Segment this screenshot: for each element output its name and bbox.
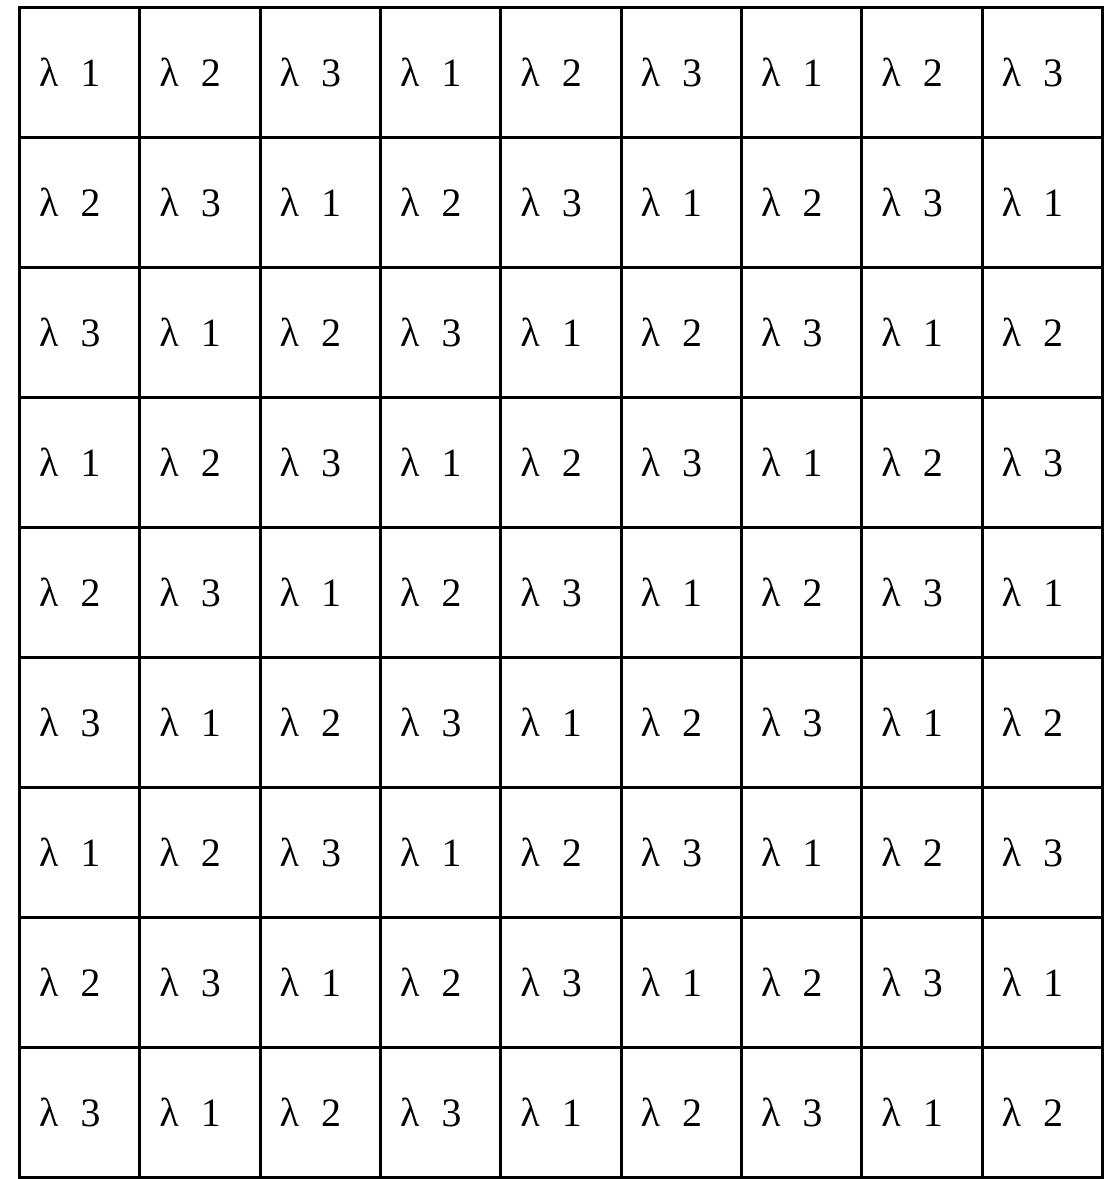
table-row: λ 3λ 1λ 2λ 3λ 1λ 2λ 3λ 1λ 2 [20, 658, 1103, 788]
table-cell: λ 2 [862, 398, 982, 528]
table-cell: λ 3 [741, 1048, 861, 1178]
table-cell: λ 2 [862, 788, 982, 918]
table-cell: λ 2 [260, 658, 380, 788]
table-cell: λ 2 [20, 918, 140, 1048]
table-cell: λ 2 [501, 398, 621, 528]
table-cell: λ 1 [741, 8, 861, 138]
table-row: λ 1λ 2λ 3λ 1λ 2λ 3λ 1λ 2λ 3 [20, 788, 1103, 918]
table-cell: λ 2 [140, 398, 260, 528]
table-cell: λ 1 [140, 658, 260, 788]
lambda-grid: λ 1λ 2λ 3λ 1λ 2λ 3λ 1λ 2λ 3λ 2λ 3λ 1λ 2λ… [18, 6, 1104, 1179]
table-cell: λ 3 [20, 658, 140, 788]
table-cell: λ 2 [380, 918, 500, 1048]
table-cell: λ 1 [260, 528, 380, 658]
table-cell: λ 3 [501, 528, 621, 658]
table-cell: λ 1 [20, 788, 140, 918]
table-cell: λ 2 [501, 8, 621, 138]
table-cell: λ 2 [862, 8, 982, 138]
table-cell: λ 1 [862, 1048, 982, 1178]
table-cell: λ 3 [20, 1048, 140, 1178]
table-cell: λ 2 [741, 528, 861, 658]
table-cell: λ 2 [621, 268, 741, 398]
table-cell: λ 2 [260, 1048, 380, 1178]
table-cell: λ 2 [20, 528, 140, 658]
table-cell: λ 2 [741, 138, 861, 268]
table-cell: λ 1 [741, 398, 861, 528]
table-cell: λ 3 [621, 398, 741, 528]
table-cell: λ 2 [140, 788, 260, 918]
table-cell: λ 3 [20, 268, 140, 398]
table-cell: λ 3 [621, 788, 741, 918]
table-cell: λ 2 [982, 658, 1102, 788]
table-cell: λ 1 [140, 268, 260, 398]
table-cell: λ 3 [260, 8, 380, 138]
table-row: λ 1λ 2λ 3λ 1λ 2λ 3λ 1λ 2λ 3 [20, 8, 1103, 138]
table-cell: λ 1 [862, 268, 982, 398]
table-cell: λ 3 [140, 918, 260, 1048]
page: λ 1λ 2λ 3λ 1λ 2λ 3λ 1λ 2λ 3λ 2λ 3λ 1λ 2λ… [0, 0, 1104, 1140]
table-cell: λ 1 [621, 918, 741, 1048]
table-cell: λ 3 [260, 398, 380, 528]
table-cell: λ 3 [862, 918, 982, 1048]
table-cell: λ 1 [621, 138, 741, 268]
table-cell: λ 3 [862, 138, 982, 268]
table-cell: λ 3 [982, 8, 1102, 138]
table-cell: λ 3 [501, 918, 621, 1048]
table-cell: λ 1 [741, 788, 861, 918]
table-cell: λ 1 [260, 138, 380, 268]
table-cell: λ 2 [621, 1048, 741, 1178]
table-cell: λ 1 [621, 528, 741, 658]
table-cell: λ 2 [982, 1048, 1102, 1178]
table-cell: λ 1 [501, 268, 621, 398]
table-cell: λ 3 [862, 528, 982, 658]
table-cell: λ 3 [621, 8, 741, 138]
table-cell: λ 1 [380, 8, 500, 138]
table-cell: λ 2 [260, 268, 380, 398]
table-cell: λ 1 [140, 1048, 260, 1178]
table-cell: λ 3 [982, 788, 1102, 918]
table-cell: λ 3 [380, 658, 500, 788]
table-cell: λ 1 [20, 398, 140, 528]
table-cell: λ 3 [380, 1048, 500, 1178]
table-cell: λ 2 [20, 138, 140, 268]
table-cell: λ 1 [501, 1048, 621, 1178]
table-cell: λ 1 [982, 918, 1102, 1048]
table-cell: λ 3 [982, 398, 1102, 528]
table-cell: λ 3 [380, 268, 500, 398]
table-row: λ 3λ 1λ 2λ 3λ 1λ 2λ 3λ 1λ 2 [20, 268, 1103, 398]
table-row: λ 2λ 3λ 1λ 2λ 3λ 1λ 2λ 3λ 1 [20, 918, 1103, 1048]
table-cell: λ 2 [140, 8, 260, 138]
table-cell: λ 3 [501, 138, 621, 268]
table-cell: λ 1 [380, 788, 500, 918]
table-cell: λ 3 [140, 528, 260, 658]
table-cell: λ 2 [501, 788, 621, 918]
table-cell: λ 2 [380, 528, 500, 658]
table-cell: λ 1 [982, 138, 1102, 268]
table-cell: λ 2 [982, 268, 1102, 398]
table-row: λ 2λ 3λ 1λ 2λ 3λ 1λ 2λ 3λ 1 [20, 528, 1103, 658]
table-cell: λ 3 [260, 788, 380, 918]
table-cell: λ 1 [982, 528, 1102, 658]
table-cell: λ 2 [380, 138, 500, 268]
table-cell: λ 1 [501, 658, 621, 788]
table-cell: λ 1 [260, 918, 380, 1048]
table-row: λ 3λ 1λ 2λ 3λ 1λ 2λ 3λ 1λ 2 [20, 1048, 1103, 1178]
table-cell: λ 1 [862, 658, 982, 788]
table-cell: λ 1 [380, 398, 500, 528]
table-cell: λ 2 [621, 658, 741, 788]
table-cell: λ 2 [741, 918, 861, 1048]
table-cell: λ 3 [741, 658, 861, 788]
table-cell: λ 1 [20, 8, 140, 138]
table-cell: λ 3 [140, 138, 260, 268]
table-row: λ 2λ 3λ 1λ 2λ 3λ 1λ 2λ 3λ 1 [20, 138, 1103, 268]
table-cell: λ 3 [741, 268, 861, 398]
table-row: λ 1λ 2λ 3λ 1λ 2λ 3λ 1λ 2λ 3 [20, 398, 1103, 528]
